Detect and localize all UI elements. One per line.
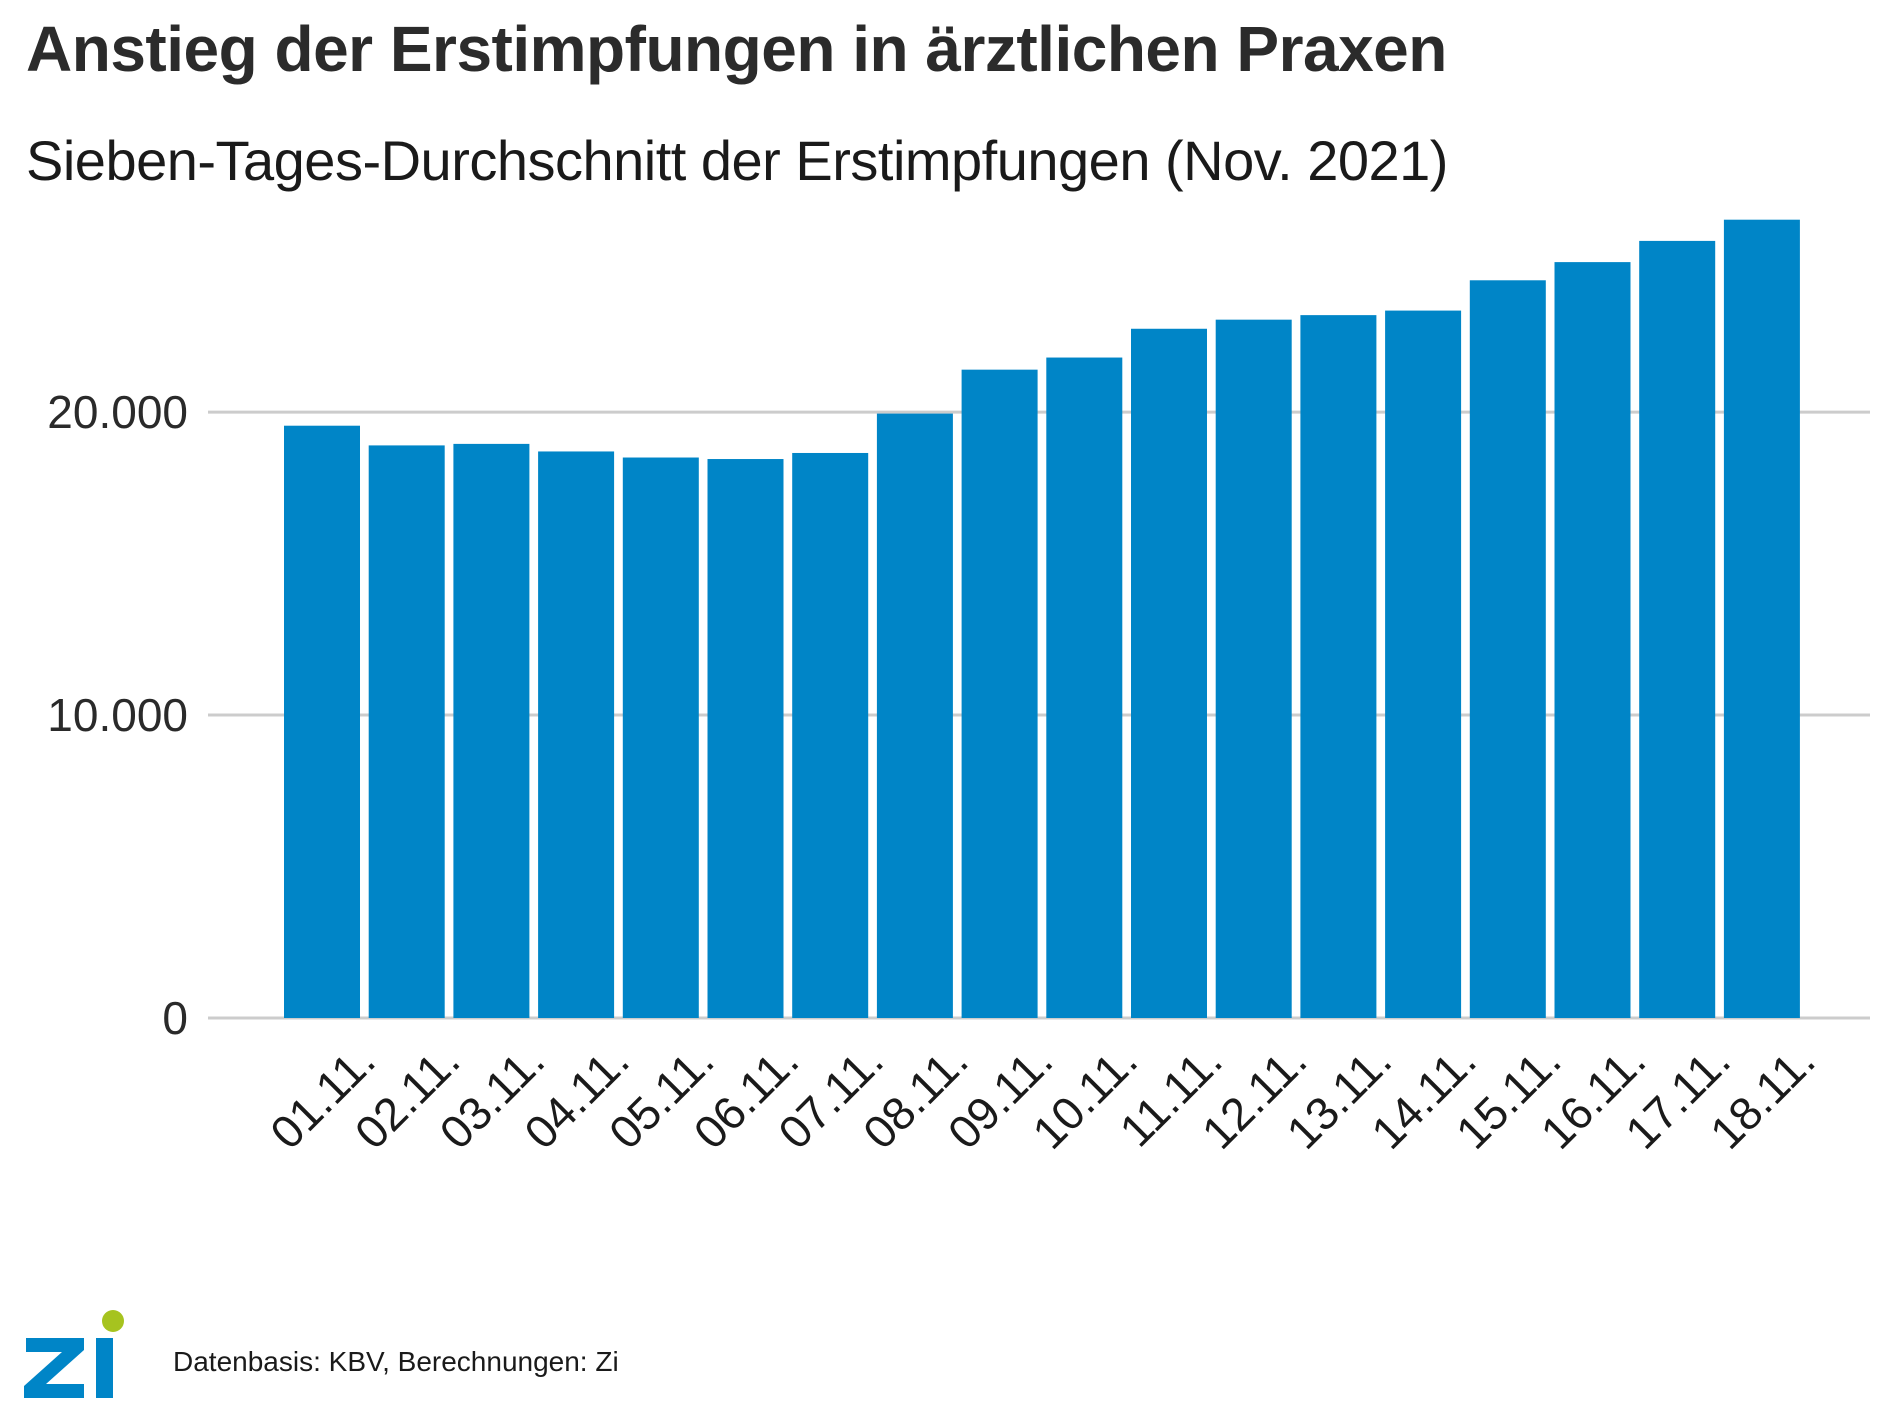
bar — [368, 445, 445, 1018]
bar — [1215, 319, 1292, 1018]
bar — [1385, 310, 1462, 1018]
y-tick-label: 0 — [162, 992, 188, 1044]
logo-dot — [102, 1310, 124, 1332]
bars — [284, 219, 1800, 1019]
bar — [1300, 315, 1377, 1018]
bar — [792, 452, 869, 1018]
logo-z-letter — [24, 1338, 84, 1398]
bar — [1046, 357, 1123, 1018]
zi-logo — [24, 1310, 124, 1398]
bar — [538, 451, 615, 1019]
bar — [961, 369, 1038, 1018]
chart-title: Anstieg der Erstimpfungen in ärztlichen … — [26, 13, 1447, 85]
y-tick-label: 20.000 — [47, 386, 188, 438]
chart-subtitle: Sieben-Tages-Durchschnitt der Erstimpfun… — [26, 129, 1448, 192]
bar — [284, 425, 360, 1018]
bar — [453, 443, 530, 1018]
bar — [622, 457, 699, 1018]
bar — [707, 459, 784, 1018]
bar — [1469, 280, 1546, 1019]
bar — [1131, 328, 1207, 1018]
y-tick-label: 10.000 — [47, 689, 188, 741]
logo-i-stem — [96, 1338, 113, 1398]
source-note: Datenbasis: KBV, Berechnungen: Zi — [173, 1346, 619, 1377]
bar — [1554, 262, 1631, 1018]
bar — [876, 413, 953, 1019]
x-axis-ticks: 01.11.02.11.03.11.04.11.05.11.06.11.07.1… — [260, 1034, 1825, 1159]
bar — [1639, 240, 1716, 1018]
y-axis-ticks: 0 10.000 20.000 — [47, 386, 188, 1044]
bar — [1723, 219, 1800, 1018]
bar-chart: 0 10.000 20.000 01.11.02.11.03.11.04.11.05… — [47, 219, 1870, 1159]
